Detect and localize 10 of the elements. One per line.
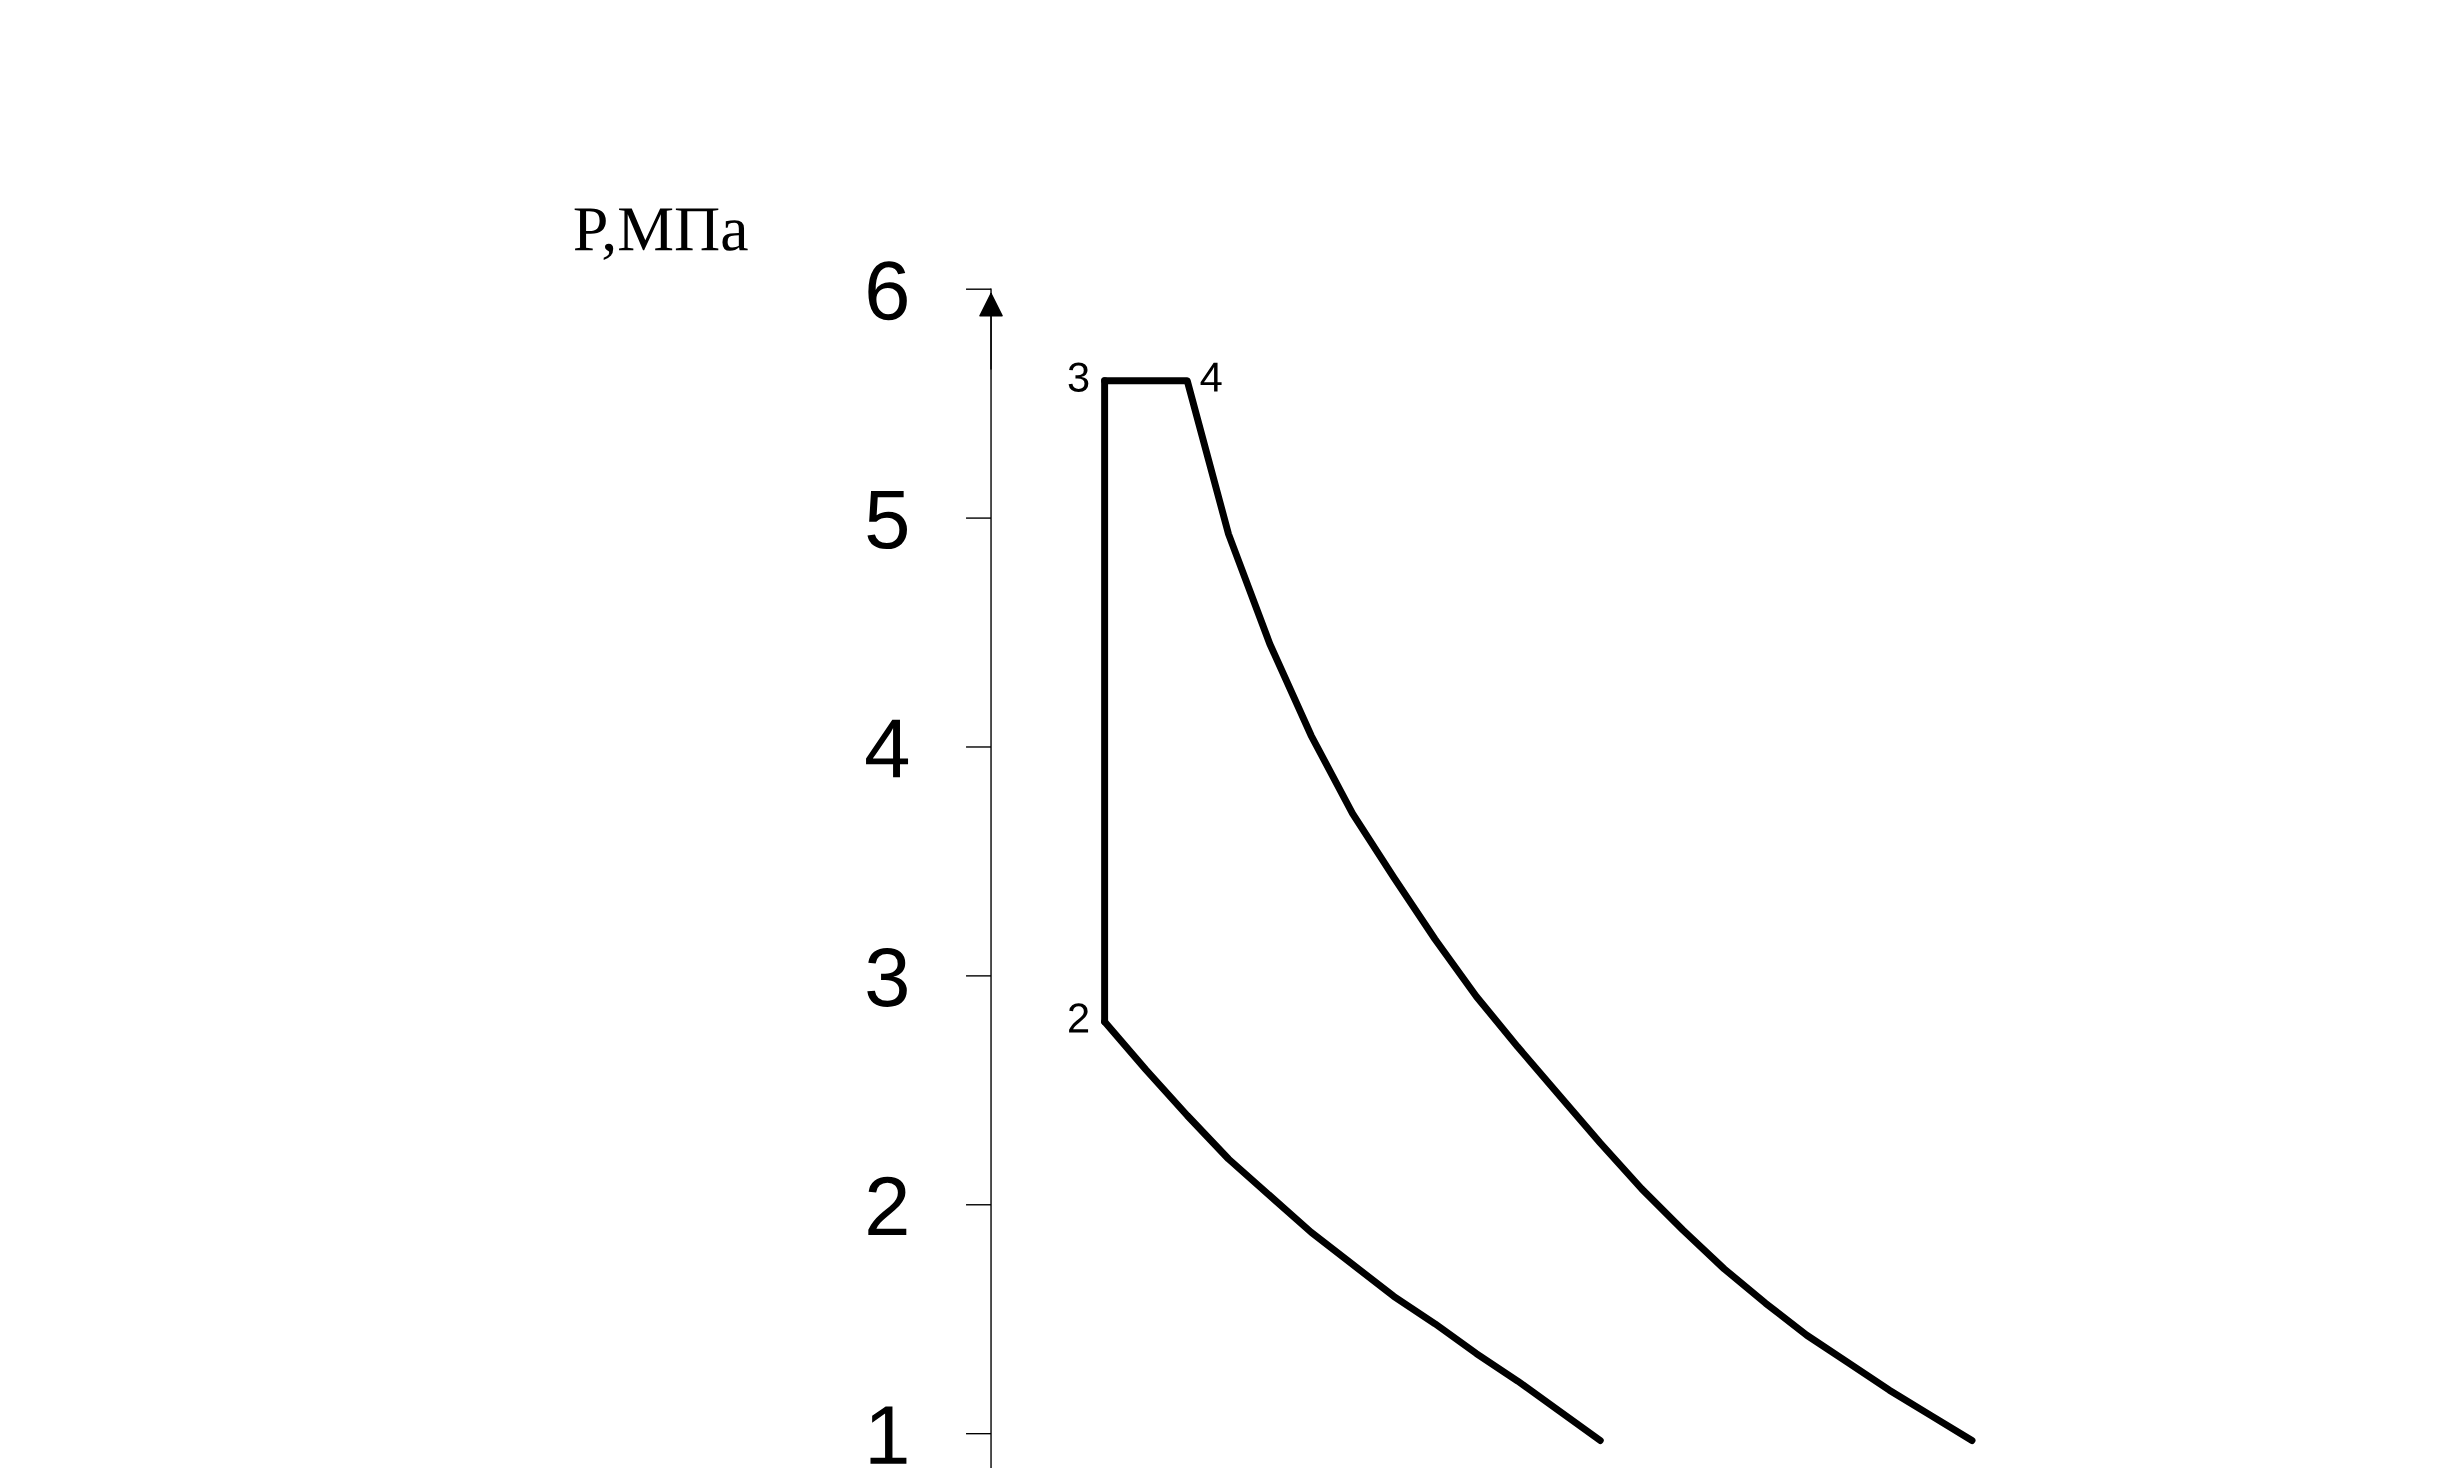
y-tick-label: 4 xyxy=(866,719,909,778)
y-tick-label: 1 xyxy=(870,1406,907,1464)
annotation: 4 xyxy=(1200,362,1222,392)
y-tick-label: 2 xyxy=(868,1176,907,1235)
y-tick-label: 3 xyxy=(867,947,907,1007)
y-tick-label: 6 xyxy=(868,261,907,321)
annotation: 2 xyxy=(1069,1003,1089,1033)
annotation: 3 xyxy=(1068,362,1089,392)
y-axis-title: P,МПа xyxy=(574,208,748,261)
y-tick-label: 5 xyxy=(867,490,907,550)
